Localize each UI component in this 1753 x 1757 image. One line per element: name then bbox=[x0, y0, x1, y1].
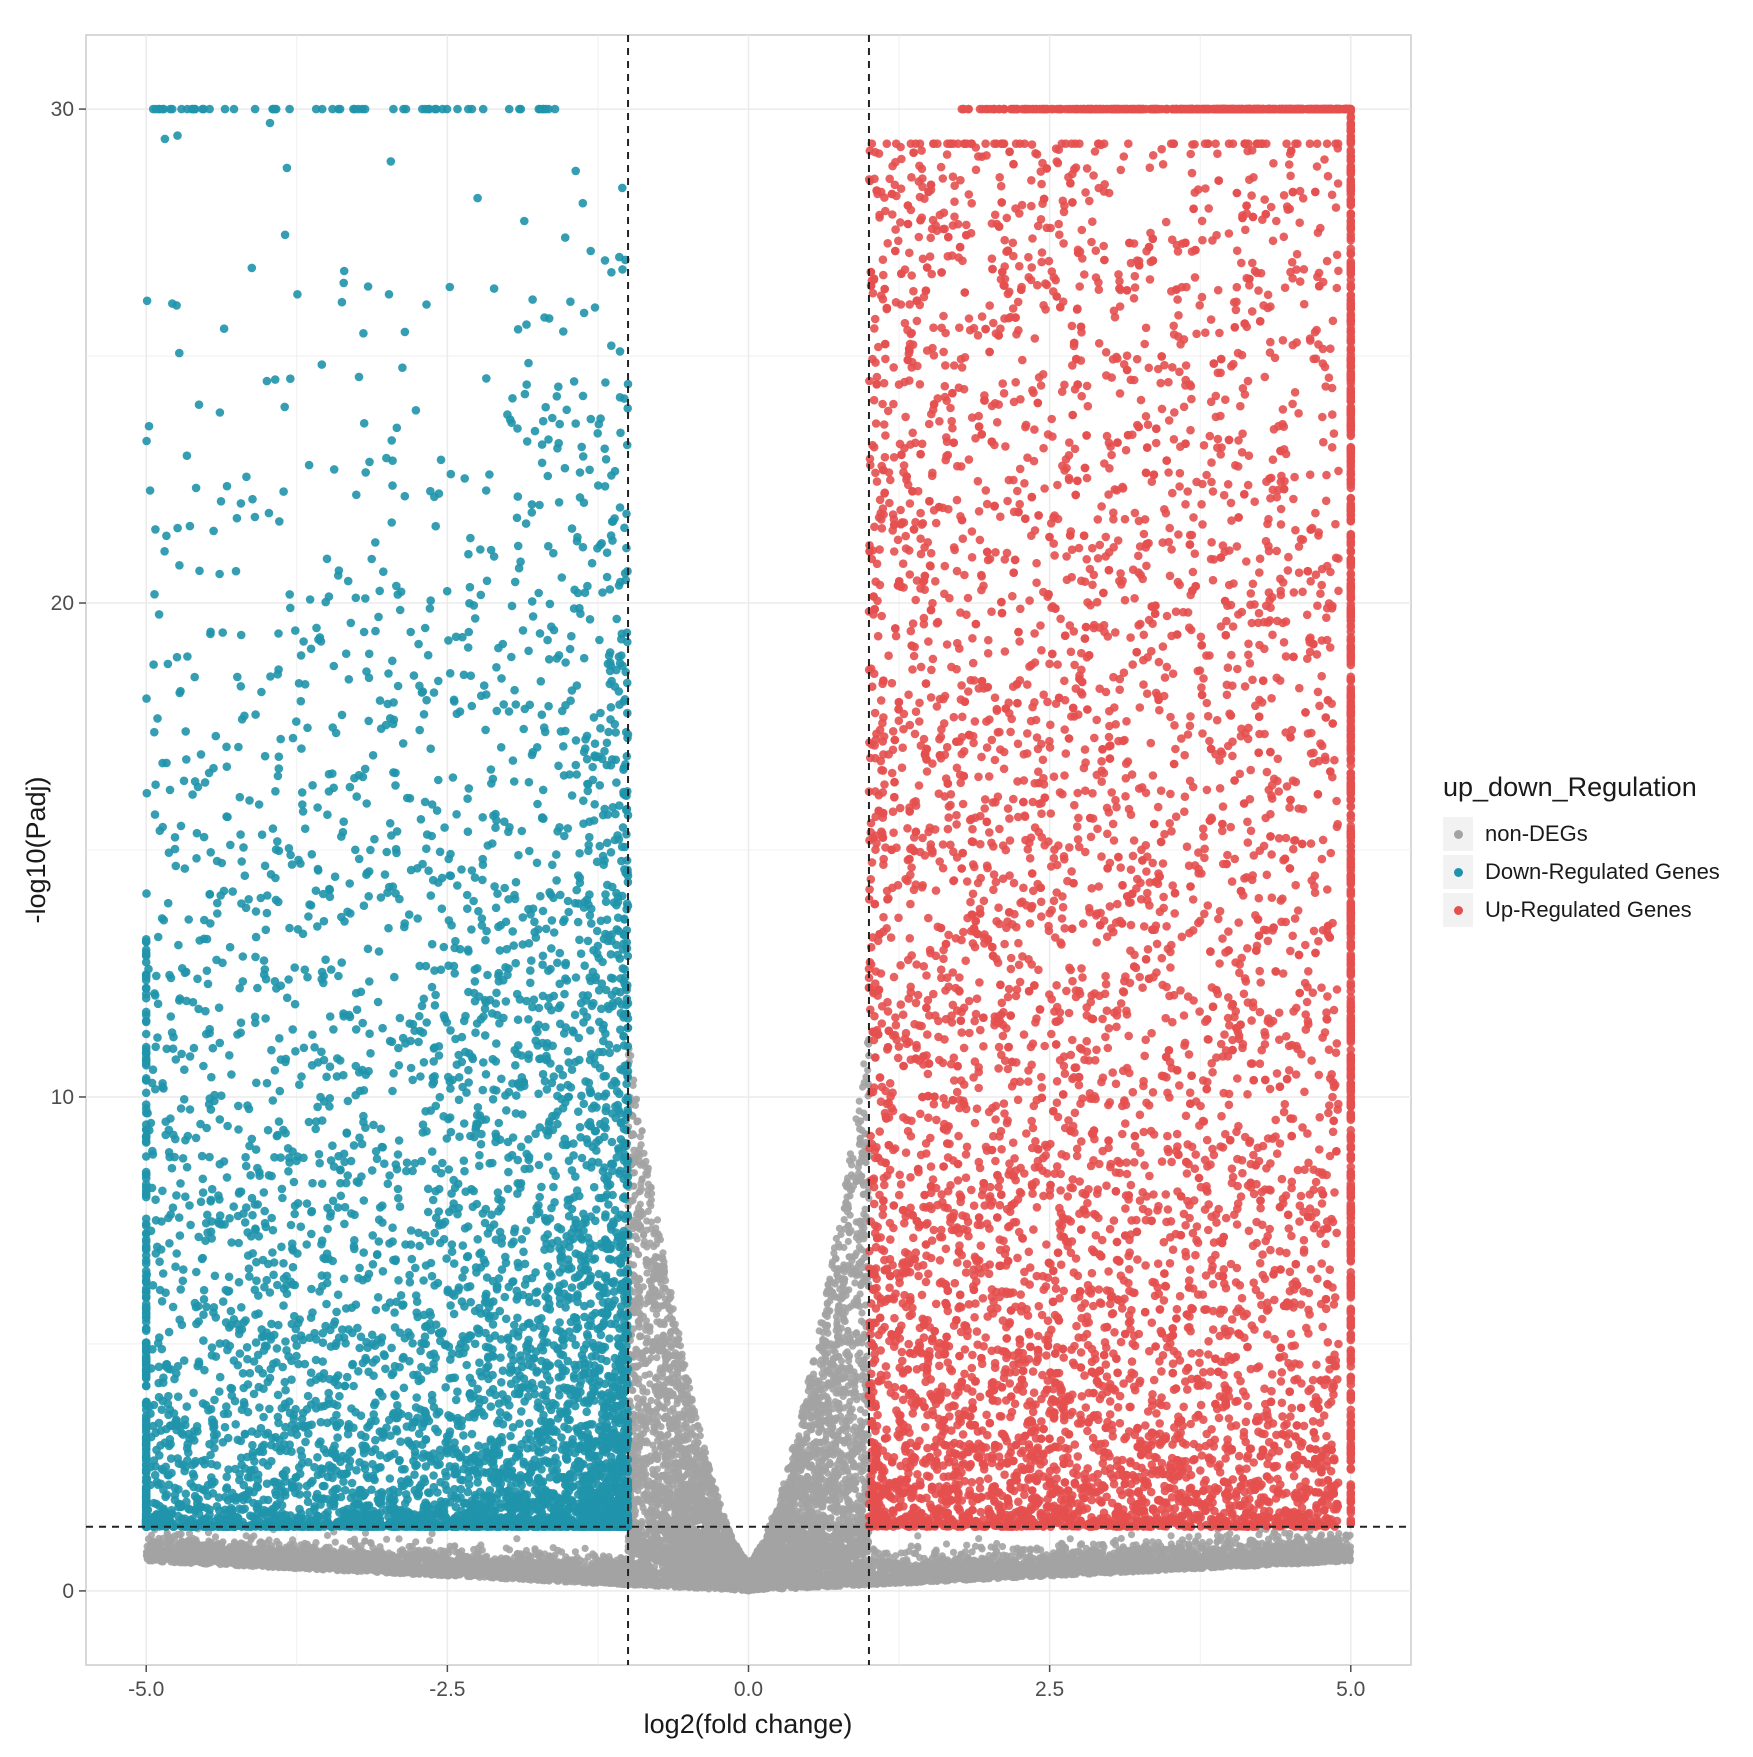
non-deg-point bbox=[1185, 1533, 1193, 1541]
non-deg-point bbox=[907, 1542, 915, 1550]
non-deg-point bbox=[426, 1537, 434, 1545]
non-deg-point bbox=[883, 1549, 891, 1557]
non-deg-point bbox=[323, 1531, 332, 1540]
non-deg-point bbox=[1272, 1535, 1281, 1543]
non-deg-point bbox=[975, 1535, 983, 1543]
non-deg-point bbox=[1226, 1529, 1234, 1537]
non-deg-point bbox=[942, 1540, 951, 1548]
non-deg-point bbox=[1255, 1531, 1263, 1539]
non-deg-point bbox=[1191, 1537, 1200, 1545]
non-deg-point bbox=[1148, 1538, 1157, 1546]
non-deg-point bbox=[963, 1541, 971, 1549]
non-deg-point bbox=[1109, 1539, 1117, 1547]
non-deg-point bbox=[383, 1535, 391, 1543]
non-deg-point bbox=[1117, 1534, 1125, 1543]
non-deg-point bbox=[446, 1542, 454, 1550]
non-deg-point bbox=[978, 1545, 986, 1553]
non-deg-point bbox=[1167, 1532, 1175, 1540]
non-deg-point bbox=[914, 1532, 922, 1540]
grid-lines bbox=[86, 35, 1411, 1665]
non-deg-point bbox=[177, 1530, 185, 1538]
non-deg-point bbox=[584, 1553, 592, 1561]
non-deg-point bbox=[242, 1532, 250, 1540]
non-degs-points bbox=[142, 1036, 1355, 1595]
non-deg-point bbox=[551, 1551, 559, 1559]
non-deg-point bbox=[998, 1543, 1007, 1551]
non-deg-point bbox=[513, 1535, 521, 1543]
non-deg-point bbox=[428, 1530, 436, 1538]
non-deg-point bbox=[1127, 1531, 1136, 1539]
non-deg-point bbox=[361, 1537, 369, 1545]
non-deg-point bbox=[1009, 1545, 1017, 1553]
non-deg-point bbox=[949, 1548, 958, 1556]
